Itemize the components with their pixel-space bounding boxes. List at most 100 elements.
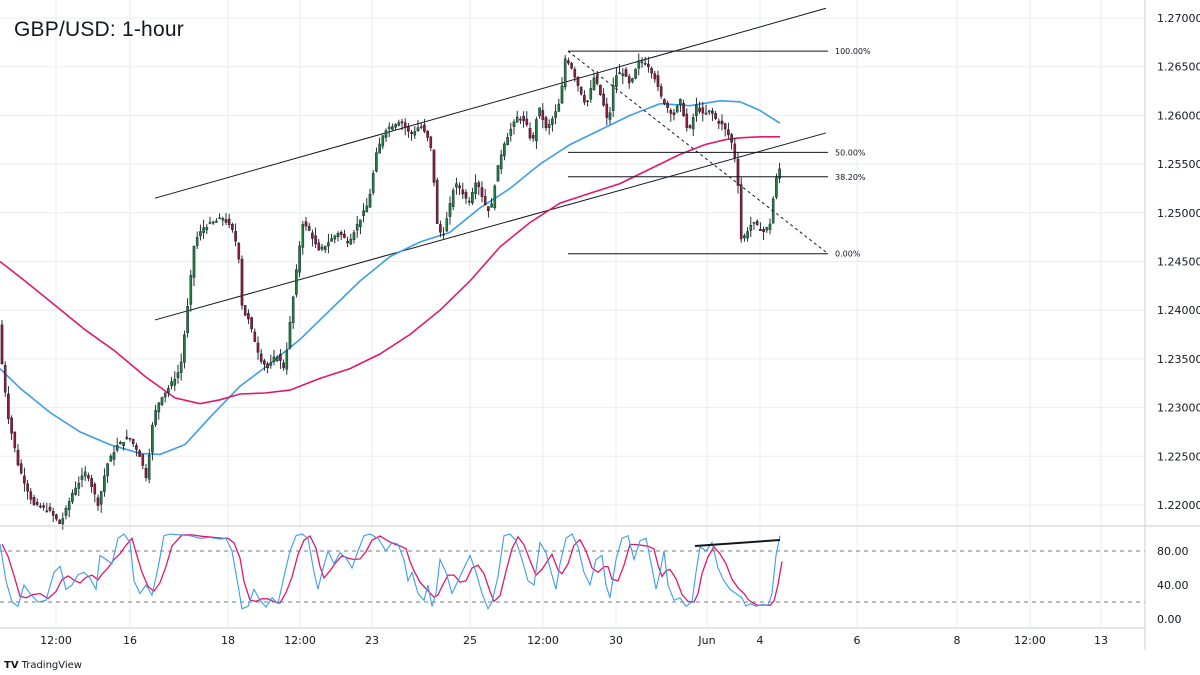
candle-body xyxy=(749,225,753,231)
candle-body xyxy=(115,445,119,451)
candle-body xyxy=(195,237,199,246)
candle-body xyxy=(0,324,4,365)
candle-body xyxy=(381,135,385,147)
candle-body xyxy=(304,221,308,227)
price-tick-label: 1.23500 xyxy=(1157,353,1200,366)
candle-body xyxy=(298,245,301,273)
candle-body xyxy=(647,63,650,67)
candle-body xyxy=(157,402,161,413)
candle-body xyxy=(637,60,641,69)
candle-body xyxy=(691,117,695,130)
candle-body xyxy=(490,203,493,208)
candle-body xyxy=(167,388,170,393)
candle-body xyxy=(186,306,189,334)
candle-body xyxy=(570,63,573,69)
candle-body xyxy=(464,192,468,199)
candle-body xyxy=(506,137,509,146)
candle-body xyxy=(503,143,506,157)
candlesticks xyxy=(0,53,781,530)
candle-body xyxy=(727,129,730,136)
candle-body xyxy=(147,455,151,480)
candle-body xyxy=(51,511,55,516)
candle-body xyxy=(282,362,285,369)
candle-body xyxy=(250,317,253,330)
candle-body xyxy=(599,84,602,95)
time-tick-label: 12:00 xyxy=(1014,634,1046,647)
candle-body xyxy=(371,173,375,193)
candle-body xyxy=(640,61,644,64)
candle-body xyxy=(528,128,532,139)
candle-body xyxy=(615,75,618,87)
candle-body xyxy=(234,231,237,242)
candle-body xyxy=(483,196,487,205)
candle-body xyxy=(3,365,7,393)
candle-body xyxy=(39,505,42,508)
time-tick-label: 8 xyxy=(954,634,961,647)
price-tick-label: 1.22500 xyxy=(1157,450,1200,463)
candle-body xyxy=(7,393,10,420)
candle-body xyxy=(707,110,711,113)
stoch-tick-label: 80.00 xyxy=(1157,545,1189,558)
candle-body xyxy=(656,75,660,87)
channel-upper-line xyxy=(154,7,827,199)
candle-body xyxy=(80,475,84,480)
candle-body xyxy=(730,134,733,143)
candle-body xyxy=(199,231,202,237)
candle-body xyxy=(765,227,769,231)
candle-body xyxy=(349,238,353,245)
candle-body xyxy=(477,182,481,188)
candle-body xyxy=(320,246,324,250)
candle-body xyxy=(189,275,193,305)
candle-body xyxy=(263,360,266,365)
candle-body xyxy=(215,220,218,223)
candle-body xyxy=(58,519,61,524)
candle-body xyxy=(202,227,205,233)
candle-body xyxy=(631,78,634,82)
time-tick-label: 12:00 xyxy=(40,634,72,647)
candle-body xyxy=(714,113,717,119)
candle-body xyxy=(682,103,685,117)
candle-body xyxy=(685,113,689,128)
price-tick-label: 1.24500 xyxy=(1157,256,1200,269)
candle-body xyxy=(458,185,461,189)
candle-body xyxy=(122,441,125,446)
candle-body xyxy=(240,258,244,306)
candle-body xyxy=(778,168,781,179)
candle-body xyxy=(359,219,362,228)
candle-body xyxy=(387,126,391,130)
candle-body xyxy=(487,206,490,212)
time-tick-label: 4 xyxy=(757,634,764,647)
candle-body xyxy=(173,378,177,386)
candle-body xyxy=(301,224,305,248)
candle-body xyxy=(243,305,247,316)
candle-body xyxy=(32,497,36,505)
candle-body xyxy=(698,107,701,112)
divergence-line xyxy=(694,539,781,547)
candle-body xyxy=(611,85,615,111)
candle-body xyxy=(576,76,580,86)
candle-body xyxy=(227,218,231,225)
candle-body xyxy=(256,342,260,353)
candle-body xyxy=(259,353,263,362)
price-tick-label: 1.25500 xyxy=(1157,158,1200,171)
candle-body xyxy=(16,449,20,466)
candle-body xyxy=(19,463,23,474)
candle-body xyxy=(583,95,586,103)
candle-body xyxy=(474,182,477,194)
candle-body xyxy=(618,72,621,75)
candle-body xyxy=(269,362,273,366)
candle-body xyxy=(435,180,439,224)
candle-body xyxy=(547,123,551,128)
price-tick-label: 1.23000 xyxy=(1157,402,1200,415)
candle-body xyxy=(112,452,116,460)
stoch-k-line xyxy=(0,533,781,611)
price-tick-label: 1.25000 xyxy=(1157,207,1200,220)
candle-body xyxy=(720,120,724,125)
candle-body xyxy=(346,240,349,244)
candle-body xyxy=(375,152,378,172)
candle-body xyxy=(723,123,727,130)
candle-body xyxy=(141,454,145,466)
candle-body xyxy=(154,410,157,425)
candle-body xyxy=(563,58,567,88)
